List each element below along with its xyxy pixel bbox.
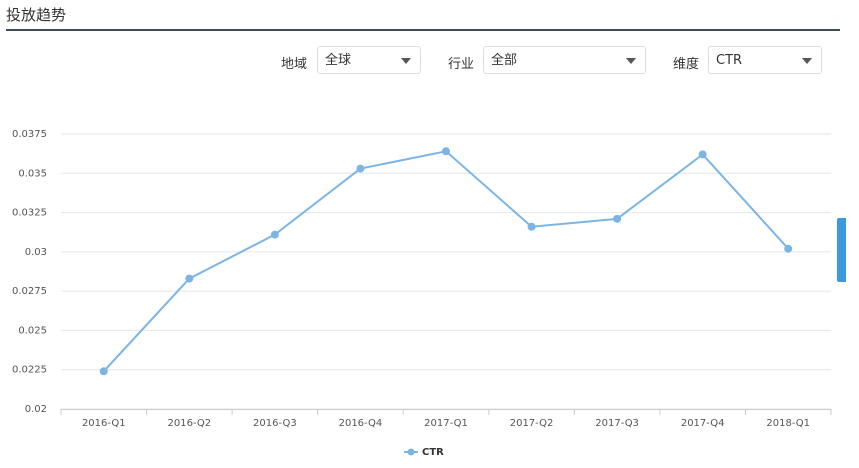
filter-select[interactable]: CTR xyxy=(708,46,822,74)
title-rule xyxy=(6,29,840,31)
point xyxy=(442,147,450,156)
y-tick-label: 0.0275 xyxy=(12,286,47,297)
y-tick-label: 0.02 xyxy=(25,404,47,415)
point xyxy=(99,367,108,376)
point xyxy=(527,222,536,231)
filter-select[interactable]: 全球 xyxy=(317,46,421,74)
x-tick-label: 2016-Q4 xyxy=(339,418,383,429)
y-tick-label: 0.0225 xyxy=(12,365,47,376)
x-tick-label: 2017-Q2 xyxy=(510,418,554,429)
filter-label: 行业 xyxy=(448,57,475,72)
point xyxy=(613,214,622,223)
point xyxy=(185,274,194,283)
point xyxy=(356,164,365,173)
legend-marker xyxy=(407,448,415,456)
point xyxy=(270,230,279,239)
x-tick-label: 2017-Q4 xyxy=(681,418,725,429)
filter-label: 地域 xyxy=(281,57,308,72)
x-tick-label: 2016-Q3 xyxy=(253,418,297,429)
x-tick-label: 2018-Q1 xyxy=(766,418,810,429)
side-tab[interactable] xyxy=(837,218,846,282)
x-tick-label: 2017-Q1 xyxy=(424,418,468,429)
filter-select[interactable]: 全部 xyxy=(483,46,646,74)
y-tick-label: 0.0375 xyxy=(12,129,47,140)
line xyxy=(103,150,789,372)
y-tick-label: 0.035 xyxy=(18,168,47,179)
y-tick-label: 0.0325 xyxy=(12,208,47,219)
legend-label: CTR xyxy=(422,447,444,458)
y-tick-label: 0.025 xyxy=(18,325,47,336)
point xyxy=(784,244,793,253)
x-tick-label: 2016-Q2 xyxy=(167,418,211,429)
x-tick-label: 2017-Q3 xyxy=(595,418,639,429)
page-title: 投放趋势 xyxy=(6,6,67,24)
y-tick-label: 0.03 xyxy=(25,247,47,258)
x-tick-label: 2016-Q1 xyxy=(82,418,126,429)
point xyxy=(698,150,707,159)
filter-label: 维度 xyxy=(673,57,700,72)
